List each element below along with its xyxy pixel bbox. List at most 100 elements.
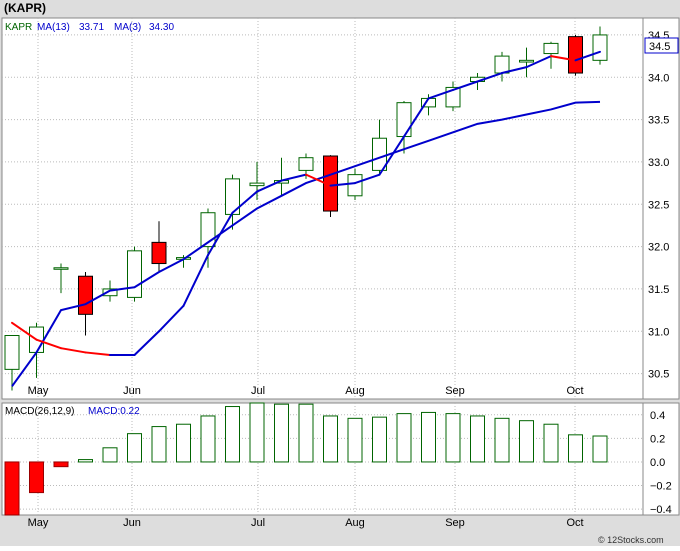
- ma3-segment: [158, 304, 185, 333]
- price-y-ticks: 30.5 31.0 31.5 32.0 32.5 33.0 33.5 34.0 34.5: [648, 30, 669, 381]
- price-tick-label: 33.0: [648, 157, 669, 169]
- macd-bar: [249, 402, 265, 463]
- macd-bar: [78, 459, 93, 463]
- ma3-segment: [525, 55, 552, 69]
- ma3-segment: [452, 80, 479, 91]
- price-tick-label: 30.5: [648, 369, 669, 381]
- macd-y-ticks: −0.4 −0.2 0.0 0.2 0.4: [650, 410, 672, 516]
- macd-bar: [445, 413, 461, 463]
- candle-body: [494, 55, 510, 74]
- macd-bar: [225, 406, 240, 463]
- last-price-label: 34.5: [649, 41, 670, 53]
- macd-bar: [127, 433, 142, 463]
- macd-x-label: May: [28, 517, 49, 529]
- macd-x-label: Jun: [123, 517, 141, 529]
- candles: [4, 26, 608, 391]
- macd-bar: [396, 413, 412, 463]
- candle-body: [127, 250, 142, 298]
- candle-body: [4, 335, 20, 370]
- candle-body: [249, 182, 265, 187]
- ma3-segment: [501, 66, 528, 75]
- ma3-segment: [476, 72, 503, 83]
- macd-bar: [543, 423, 559, 463]
- legend-ma13-value: 33.71: [79, 22, 104, 33]
- ma3-segment: [329, 182, 356, 187]
- ma3-segment: [427, 88, 454, 100]
- macd-bar: [494, 417, 510, 463]
- legend-ma3-label: MA(3): [114, 22, 141, 33]
- macd-bar: [102, 447, 118, 463]
- candle-body: [102, 288, 118, 297]
- ma3-segment: [354, 173, 381, 185]
- moving-average-lines: [11, 50, 601, 387]
- macd-tick-label: 0.2: [650, 433, 665, 445]
- ma3-segment: [574, 50, 601, 62]
- macd-legend-value: MACD:0.22: [88, 406, 140, 417]
- price-axis-area: [642, 17, 680, 400]
- price-x-label: Jun: [123, 385, 141, 397]
- ma3-segment: [11, 321, 38, 341]
- macd-bars: [4, 402, 608, 516]
- price-x-label: May: [28, 385, 49, 397]
- ma3-segment: [182, 254, 209, 307]
- price-x-labels: May Jun Jul Aug Sep Oct: [28, 385, 584, 397]
- ma3-segment: [35, 338, 62, 350]
- ma3-segment: [378, 135, 405, 176]
- candle-body: [568, 36, 583, 74]
- chart-title: (KAPR): [4, 1, 46, 15]
- ma3-segment: [305, 173, 332, 187]
- candle-body: [396, 102, 412, 138]
- macd-tick-label: 0.4: [650, 410, 665, 422]
- legend-symbol: KAPR: [5, 22, 32, 33]
- macd-x-label: Oct: [566, 517, 583, 529]
- ma3-segment: [256, 179, 283, 193]
- ma13-line: [11, 100, 601, 387]
- price-x-label: Sep: [445, 385, 465, 397]
- macd-legend-params: MACD(26,12,9): [5, 406, 74, 417]
- macd-tick-label: −0.4: [650, 504, 672, 516]
- price-x-label: Aug: [345, 385, 365, 397]
- macd-bar: [298, 403, 314, 463]
- price-panel: [1, 17, 644, 400]
- candle-body: [298, 157, 314, 171]
- price-tick-label: 31.0: [648, 326, 669, 338]
- macd-bar: [176, 423, 191, 463]
- macd-grid: [2, 403, 643, 515]
- price-tick-label: 34.0: [648, 72, 669, 84]
- macd-bar: [421, 411, 436, 463]
- last-price-box: [644, 37, 679, 54]
- macd-bar: [200, 415, 216, 463]
- candle-body: [543, 42, 559, 55]
- macd-bar: [274, 403, 289, 463]
- ma3-segment: [231, 190, 258, 214]
- candle-body: [519, 59, 534, 63]
- price-tick-label: 33.5: [648, 115, 669, 127]
- ma3-segment: [60, 347, 87, 354]
- macd-bar: [372, 416, 387, 463]
- legend-ma13-label: MA(13): [37, 22, 70, 33]
- price-x-label: Jul: [251, 385, 265, 397]
- macd-bar: [29, 461, 44, 494]
- macd-bar: [470, 415, 485, 463]
- candle-body: [200, 212, 216, 248]
- price-tick-label: 32.0: [648, 242, 669, 254]
- macd-x-label: Jul: [251, 517, 265, 529]
- candle-body: [151, 241, 167, 265]
- macd-tick-label: −0.2: [650, 481, 672, 493]
- macd-bar: [323, 415, 338, 463]
- macd-x-label: Sep: [445, 517, 465, 529]
- candle-body: [445, 86, 461, 108]
- price-tick-label: 32.5: [648, 199, 669, 211]
- candle-body: [592, 34, 608, 61]
- macd-bar: [53, 461, 69, 468]
- ma3-segment: [550, 55, 577, 62]
- macd-bar: [4, 461, 20, 516]
- ma3-segment: [403, 97, 430, 138]
- candle-body: [347, 174, 363, 197]
- macd-bar: [592, 435, 608, 463]
- macd-bar: [151, 426, 167, 463]
- candle-body: [53, 267, 69, 270]
- macd-x-labels: May Jun Jul Aug Sep Oct: [28, 517, 584, 529]
